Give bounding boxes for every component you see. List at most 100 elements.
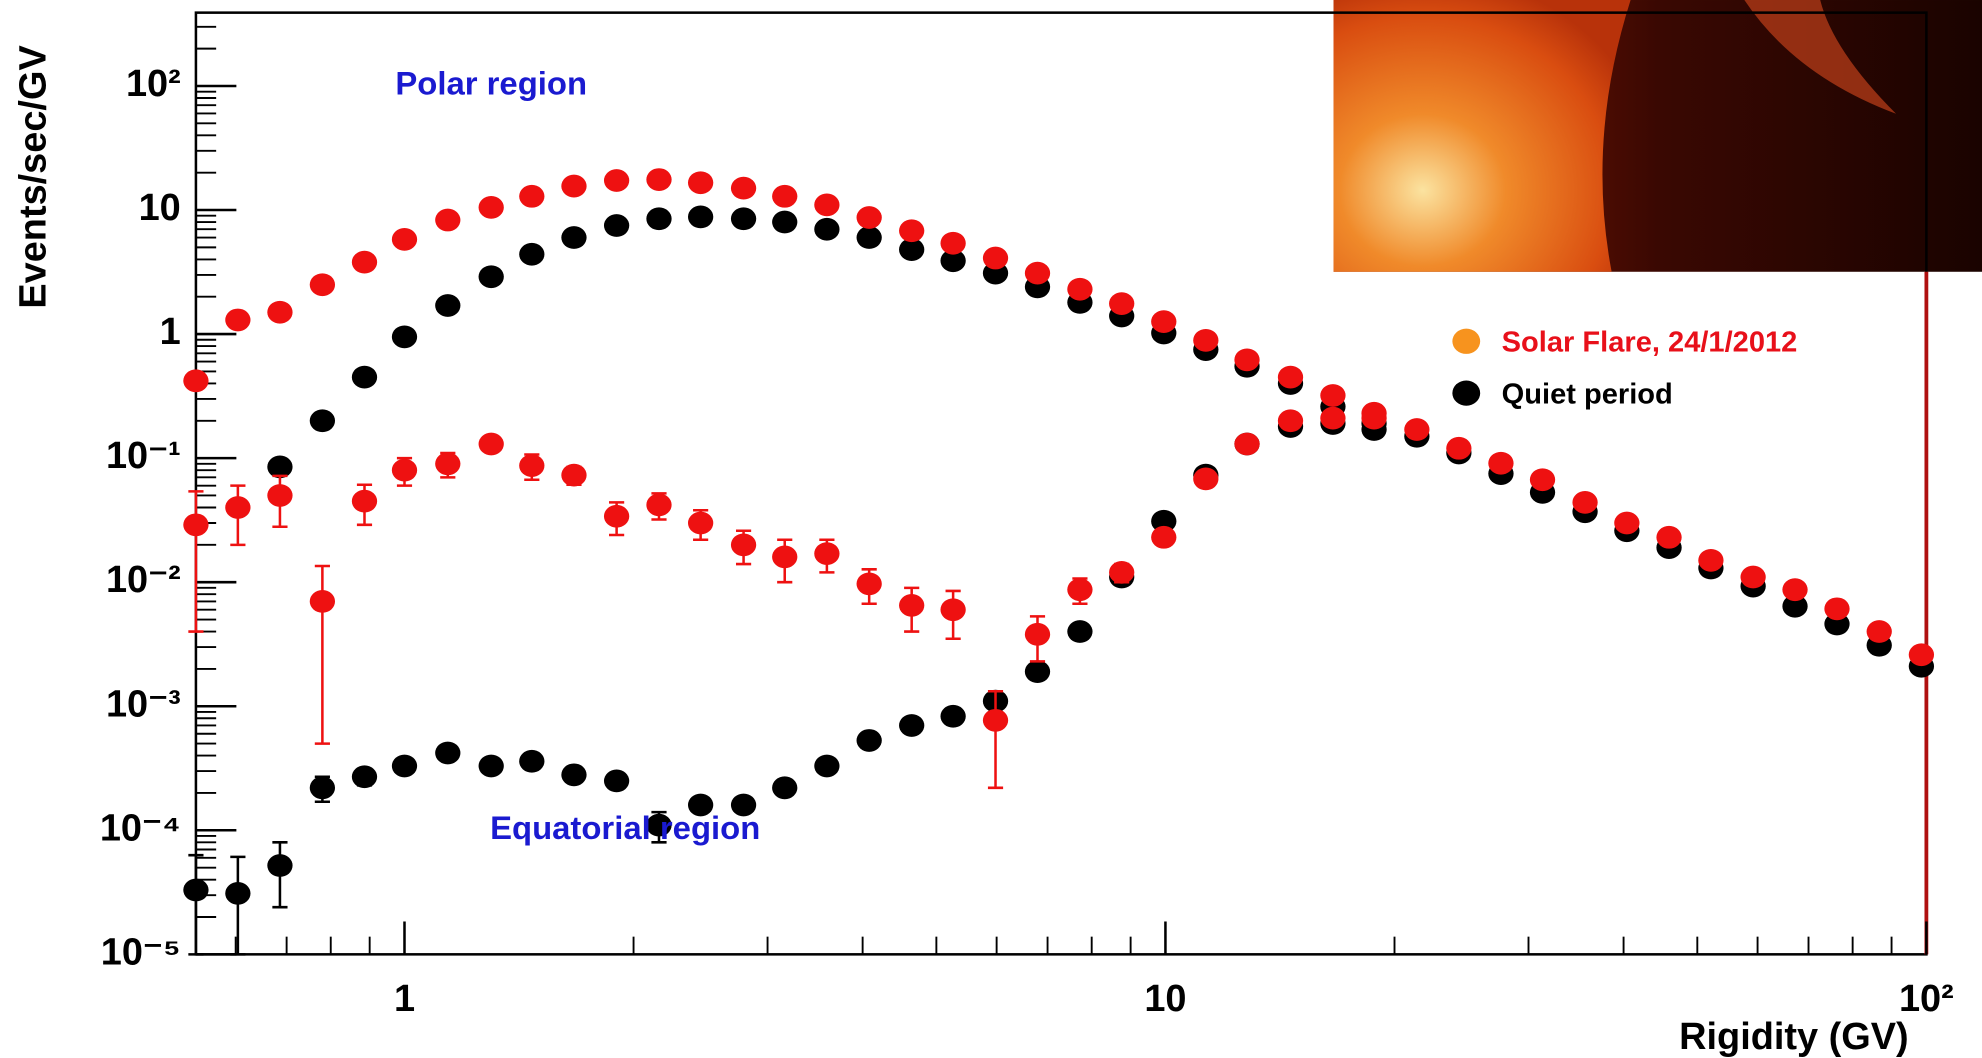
data-point xyxy=(435,742,460,765)
data-point xyxy=(310,409,335,432)
y-tick-label: 10⁻¹ xyxy=(106,435,181,477)
data-point xyxy=(519,750,544,773)
error-bar xyxy=(188,855,203,954)
data-point xyxy=(519,454,544,477)
x-axis-label: Rigidity (GV) xyxy=(1679,1016,1909,1058)
data-point xyxy=(267,301,292,324)
data-point xyxy=(1782,578,1807,601)
y-tick-label: 10⁻² xyxy=(106,559,181,601)
data-point xyxy=(183,369,208,392)
data-point xyxy=(772,211,797,234)
data-point xyxy=(1488,452,1513,475)
y-tick-label: 10⁻⁴ xyxy=(100,807,181,849)
data-point xyxy=(814,218,839,241)
data-point xyxy=(899,219,924,242)
data-point xyxy=(646,493,671,516)
data-point xyxy=(772,185,797,208)
data-point xyxy=(731,177,756,200)
data-point xyxy=(1025,660,1050,683)
y-tick-label: 10² xyxy=(126,63,181,105)
data-point xyxy=(1320,407,1345,430)
data-point xyxy=(1025,623,1050,646)
data-point xyxy=(604,169,629,192)
data-point xyxy=(731,207,756,230)
data-point xyxy=(688,171,713,194)
data-point xyxy=(646,168,671,191)
data-point xyxy=(814,755,839,778)
data-point xyxy=(479,196,504,219)
error-bar xyxy=(230,857,245,954)
data-point xyxy=(899,714,924,737)
data-point xyxy=(857,206,882,229)
data-point xyxy=(1320,384,1345,407)
data-point xyxy=(1278,409,1303,432)
data-point xyxy=(857,572,882,595)
data-point xyxy=(183,513,208,536)
data-point xyxy=(1698,549,1723,572)
data-point xyxy=(604,214,629,237)
data-point xyxy=(772,545,797,568)
data-point xyxy=(392,755,417,778)
data-point xyxy=(183,879,208,902)
data-point xyxy=(1278,366,1303,389)
data-point xyxy=(772,776,797,799)
data-point xyxy=(479,755,504,778)
data-point xyxy=(983,247,1008,270)
data-point xyxy=(814,194,839,217)
data-point xyxy=(392,325,417,348)
data-point xyxy=(983,709,1008,732)
data-point xyxy=(940,705,965,728)
y-tick-label: 10⁻³ xyxy=(106,683,181,725)
data-point xyxy=(1404,418,1429,441)
x-tick-label: 10 xyxy=(1144,978,1186,1020)
legend-marker xyxy=(1452,329,1480,354)
x-tick-label: 10² xyxy=(1899,978,1954,1020)
data-point xyxy=(688,512,713,535)
data-point xyxy=(1109,561,1134,584)
data-point xyxy=(731,533,756,556)
data-point xyxy=(267,484,292,507)
y-axis-label: Events/sec/GV xyxy=(12,45,54,309)
data-point xyxy=(604,505,629,528)
data-point xyxy=(1446,437,1471,460)
data-point xyxy=(940,598,965,621)
data-point xyxy=(479,433,504,456)
data-point xyxy=(392,228,417,251)
data-point xyxy=(1067,620,1092,643)
data-point xyxy=(1530,468,1555,491)
y-tick-label: 1 xyxy=(160,311,181,353)
data-point xyxy=(352,490,377,513)
data-point xyxy=(267,854,292,877)
data-point xyxy=(435,209,460,232)
data-point xyxy=(352,366,377,389)
data-point xyxy=(940,232,965,255)
data-point xyxy=(899,594,924,617)
data-point xyxy=(561,763,586,786)
legend-marker xyxy=(1452,380,1480,405)
data-point xyxy=(1193,329,1218,352)
data-point xyxy=(225,496,250,519)
sun-disk xyxy=(1334,0,1631,272)
data-point xyxy=(1656,526,1681,549)
data-point xyxy=(1572,491,1597,514)
data-point xyxy=(1909,643,1934,666)
legend-label: Solar Flare, 24/1/2012 xyxy=(1502,326,1798,358)
data-point xyxy=(1025,262,1050,285)
annotation: Polar region xyxy=(395,65,587,102)
data-point xyxy=(435,294,460,317)
data-point xyxy=(646,207,671,230)
y-tick-label: 10 xyxy=(139,187,181,229)
data-point xyxy=(857,226,882,249)
page: Events/sec/GV Rigidity (GV) 10⁻⁵ 10⁻⁴ 10⁻³… xyxy=(0,0,1982,1058)
data-point xyxy=(561,464,586,487)
data-point xyxy=(225,882,250,905)
data-point xyxy=(1361,407,1386,430)
data-point xyxy=(1151,310,1176,333)
data-point xyxy=(310,590,335,613)
data-point xyxy=(1740,566,1765,589)
data-point xyxy=(310,776,335,799)
data-point xyxy=(604,770,629,793)
y-tick-label: 10⁻⁵ xyxy=(101,931,181,973)
annotation: Equatorial region xyxy=(490,809,760,846)
data-point xyxy=(1193,468,1218,491)
